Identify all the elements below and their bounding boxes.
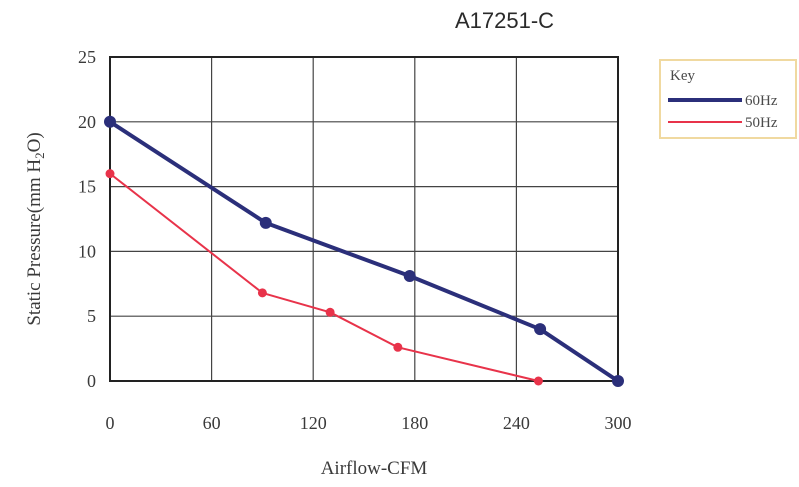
plot-frame xyxy=(109,56,619,382)
legend-items: 60Hz 50Hz xyxy=(668,93,778,131)
x-tick-label: 300 xyxy=(605,413,632,433)
y-axis-title-subscript: 2 xyxy=(32,152,47,159)
data-point-60Hz xyxy=(534,323,547,336)
data-point-60Hz xyxy=(612,375,624,387)
y-tick-label: 5 xyxy=(87,306,96,326)
data-point-50Hz xyxy=(257,288,267,298)
data-point-60Hz xyxy=(259,216,272,229)
x-tick-label: 180 xyxy=(401,413,428,433)
data-point-60Hz xyxy=(403,270,416,283)
x-axis-title: Airflow-CFM xyxy=(321,458,428,479)
y-axis-ticks: 0 5 10 15 20 25 xyxy=(78,47,96,391)
legend-title: Key xyxy=(670,68,695,84)
x-tick-label: 120 xyxy=(300,413,327,433)
series-layer xyxy=(104,115,624,387)
data-point-50Hz xyxy=(533,376,543,386)
y-tick-label: 20 xyxy=(78,112,96,132)
x-axis-ticks: 0 60 120 180 240 300 xyxy=(106,413,632,433)
data-point-50Hz xyxy=(393,342,403,352)
data-point-50Hz xyxy=(325,307,335,317)
y-axis-title: Static Pressure(mm H2O) xyxy=(24,132,47,325)
x-tick-label: 0 xyxy=(106,413,115,433)
legend-label-60Hz: 60Hz xyxy=(745,93,778,109)
y-axis-title-main: Static Pressure(mm H xyxy=(24,159,45,326)
grid xyxy=(110,57,618,381)
chart-title: A17251-C xyxy=(455,8,555,33)
legend-label-50Hz: 50Hz xyxy=(745,115,778,131)
data-point-60Hz xyxy=(104,115,116,128)
x-tick-label: 60 xyxy=(203,413,221,433)
series-line-50Hz xyxy=(109,172,539,382)
y-tick-label: 10 xyxy=(78,241,96,261)
y-tick-label: 0 xyxy=(87,371,96,391)
y-tick-label: 25 xyxy=(78,47,96,67)
x-tick-label: 240 xyxy=(503,413,530,433)
legend: Key 60Hz 50Hz xyxy=(659,59,797,139)
y-axis-title-end: O) xyxy=(24,132,45,152)
data-point-50Hz xyxy=(105,169,115,179)
y-tick-label: 15 xyxy=(78,177,96,197)
